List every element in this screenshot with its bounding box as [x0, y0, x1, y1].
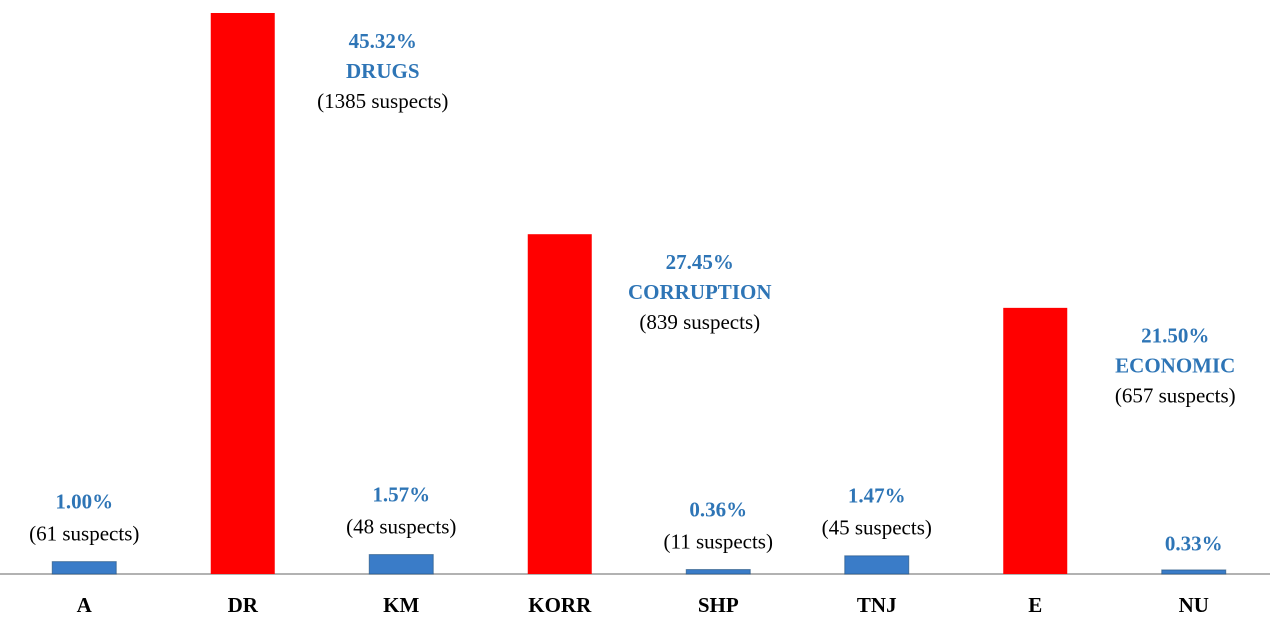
value-label: 1.47% — [848, 484, 906, 508]
x-tick-label: DR — [228, 593, 259, 617]
value-label: 27.45% — [666, 250, 734, 274]
value-label: 1.00% — [55, 489, 113, 513]
value-label: 0.36% — [689, 497, 747, 521]
bar — [1003, 307, 1068, 574]
x-tick-label: KORR — [528, 593, 592, 617]
category-name: ECONOMIC — [1115, 354, 1235, 378]
x-tick-label: KM — [383, 593, 419, 617]
category-name: DRUGS — [346, 59, 420, 83]
x-tick-label: SHP — [698, 593, 739, 617]
bar — [368, 554, 434, 575]
value-label: 21.50% — [1141, 324, 1209, 348]
x-tick-label: TNJ — [857, 593, 897, 617]
bar — [1161, 569, 1227, 575]
bar — [210, 13, 275, 574]
value-label: 1.57% — [372, 482, 430, 506]
bar — [685, 569, 751, 575]
bar — [51, 561, 117, 575]
x-tick-label: E — [1028, 593, 1042, 617]
annotation: (11 suspects) — [664, 529, 773, 553]
x-tick-label: A — [77, 593, 93, 617]
bar — [527, 234, 592, 575]
annotation: (1385 suspects) — [317, 89, 448, 113]
annotation: (839 suspects) — [639, 310, 760, 334]
bar — [844, 555, 910, 575]
category-name: CORRUPTION — [628, 280, 772, 304]
x-tick-label: NU — [1179, 593, 1209, 617]
value-label: 0.33% — [1165, 532, 1223, 556]
annotation: (45 suspects) — [822, 516, 932, 540]
annotation: (657 suspects) — [1115, 384, 1236, 408]
annotation: (61 suspects) — [29, 521, 139, 545]
annotation: (48 suspects) — [346, 514, 456, 538]
value-label: 45.32% — [349, 29, 417, 53]
